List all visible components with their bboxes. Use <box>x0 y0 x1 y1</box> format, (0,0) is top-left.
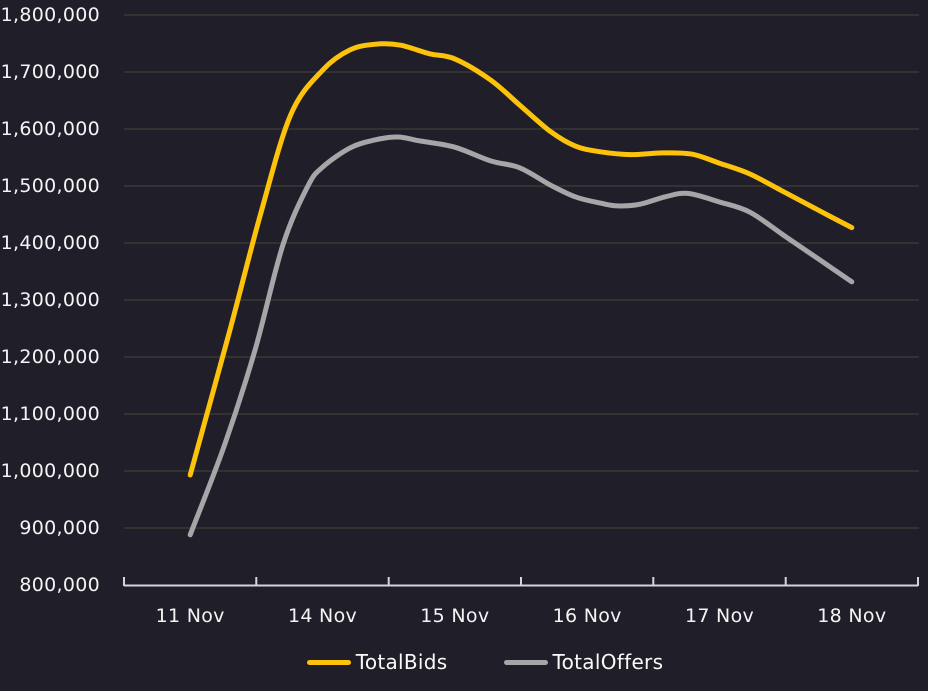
x-axis <box>123 577 919 587</box>
gridlines <box>124 14 919 529</box>
x-axis-label: 11 Nov <box>155 605 225 627</box>
legend-label-totalbids: TotalBids <box>355 650 448 674</box>
legend-item-totaloffers[interactable]: TotalOffers <box>503 650 664 674</box>
totalbids-line <box>187 41 855 478</box>
x-axis-label: 16 Nov <box>552 605 622 627</box>
y-axis-tick-label: 900,000 <box>19 517 100 539</box>
x-axis-label: 17 Nov <box>684 605 755 627</box>
y-axis-tick-label: 1,800,000 <box>0 4 100 26</box>
x-axis-label: 15 Nov <box>420 605 490 627</box>
totalbids-line-swatch-icon <box>306 659 351 665</box>
x-axis-label: 18 Nov <box>817 605 887 627</box>
y-axis-tick-label: 1,200,000 <box>0 346 100 368</box>
y-axis-tick-label: 1,600,000 <box>0 118 100 140</box>
legend-item-totalbids[interactable]: TotalBids <box>306 650 448 674</box>
totaloffers-line-swatch-icon <box>503 659 548 665</box>
y-axis-tick-label: 1,400,000 <box>0 232 100 254</box>
y-axis-tick-label: 800,000 <box>19 574 100 596</box>
x-axis-label: 14 Nov <box>287 605 358 627</box>
y-axis-tick-label: 1,100,000 <box>0 403 100 425</box>
y-axis-tick-label: 1,700,000 <box>0 61 100 83</box>
y-axis-tick-label: 1,000,000 <box>0 460 100 482</box>
y-axis-tick-label: 1,500,000 <box>0 175 100 197</box>
y-axis-tick-label: 1,300,000 <box>0 289 100 311</box>
legend: TotalBids TotalOffers <box>21 650 928 674</box>
totaloffers-line <box>187 134 855 538</box>
legend-label-totaloffers: TotalOffers <box>552 650 664 674</box>
